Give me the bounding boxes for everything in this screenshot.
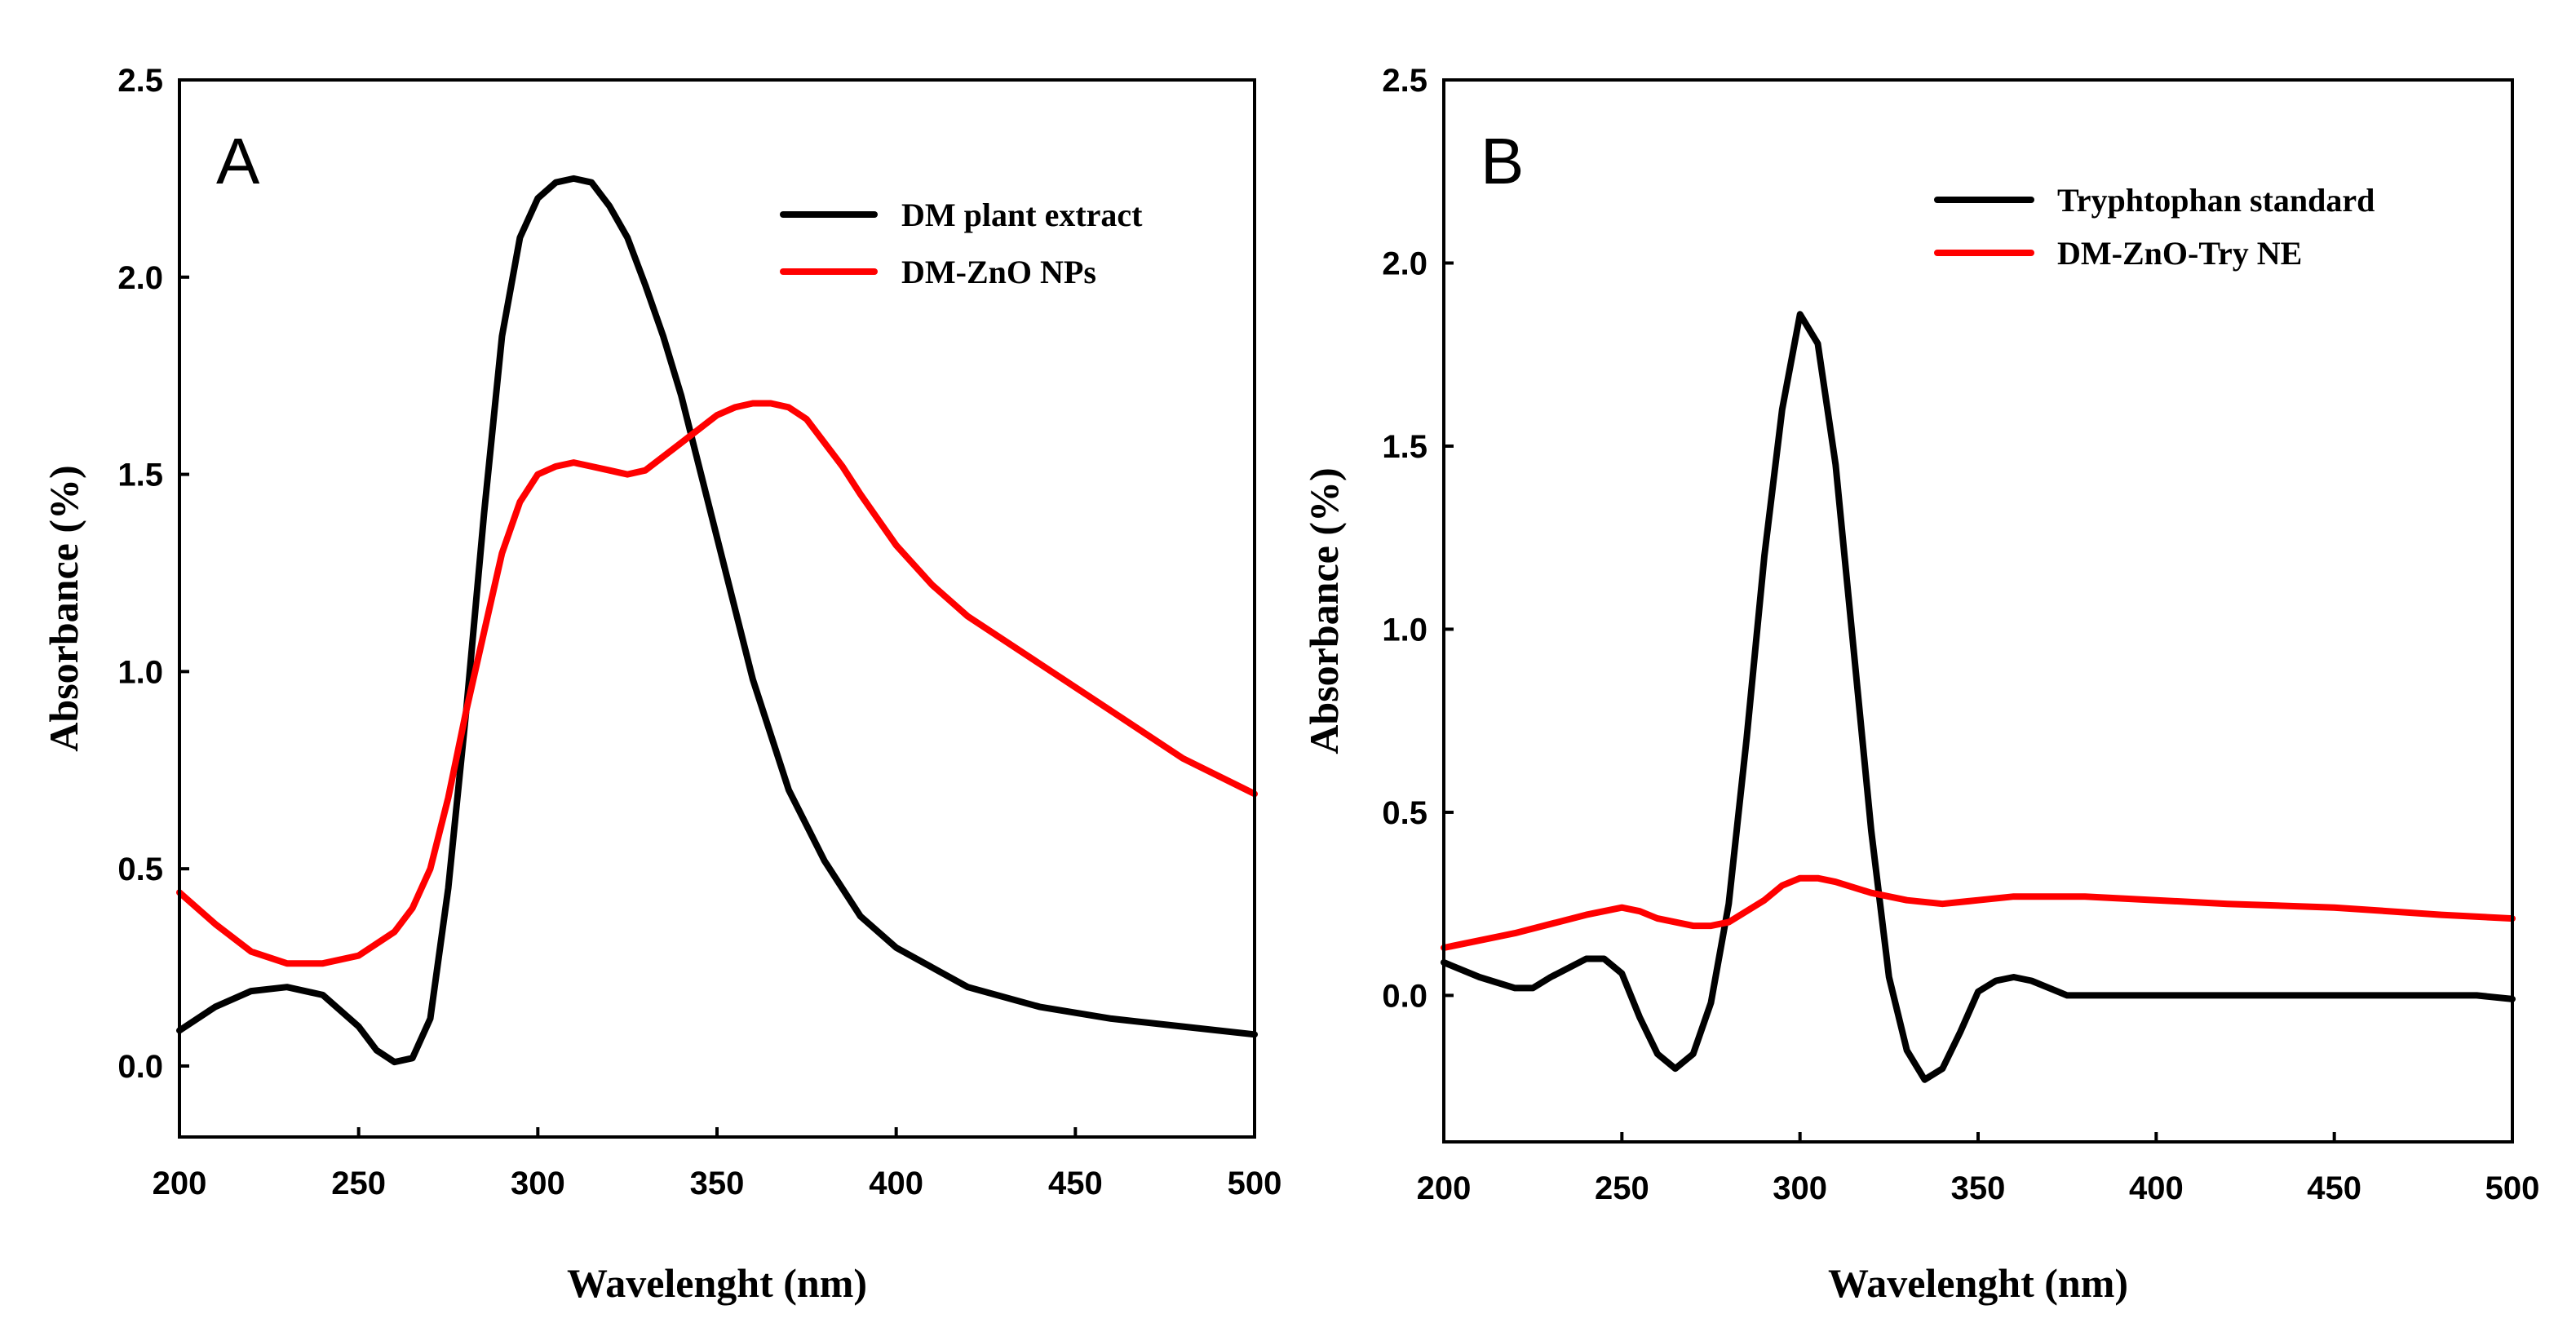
panel-a-y-tick-label: 0.5 — [117, 852, 163, 887]
panel-a-x-axis-title: Wavelenght (nm) — [567, 1260, 867, 1306]
panel-b-y-tick-label: 1.5 — [1382, 429, 1427, 465]
panel-b-y-tick-label: 1.0 — [1382, 612, 1427, 648]
panel-b-x-tick-label: 400 — [2129, 1170, 2184, 1206]
panel-b-x-tick-label: 500 — [2485, 1170, 2540, 1206]
panel-a-y-axis-title: Absorbance (%) — [41, 465, 86, 751]
panel-a-series — [176, 175, 1258, 1066]
panel-b-label: B — [1481, 125, 1524, 197]
legend-label-dm-plant-extract: DM plant extract — [901, 197, 1143, 233]
panel-a-y-tick-label: 2.0 — [117, 260, 163, 296]
panel-a-x-tick-label: 300 — [511, 1166, 565, 1201]
panel-a: A 200 250 300 350 400 450 500 0.0 0.5 1.0 1.5 2.0 2.… — [41, 63, 1281, 1306]
panel-b-y-tick-label: 0.0 — [1382, 978, 1427, 1014]
panel-a-y-tick-label: 0.0 — [117, 1049, 163, 1085]
panel-a-frame — [178, 78, 1256, 1139]
panel-b-legend: Tryphtophan standard DM-ZnO-Try NE — [1934, 182, 2375, 272]
panel-a-x-tick-label: 400 — [869, 1166, 923, 1201]
panel-a-series-dm-plant-extract — [176, 175, 1258, 1066]
panel-b-series-tryphtophan-standard — [1441, 311, 2516, 1083]
legend-label-dm-zno-try-ne: DM-ZnO-Try NE — [2057, 235, 2302, 272]
panel-b-x-tick-label: 200 — [1417, 1170, 1472, 1206]
panel-b-series-dm-zno-try-ne — [1441, 874, 2516, 951]
panel-a-x-tick-label: 200 — [153, 1166, 207, 1201]
panel-b-y-axis-title: Absorbance (%) — [1301, 467, 1347, 754]
panel-b-x-axis-title: Wavelenght (nm) — [1828, 1260, 2128, 1306]
panel-b-x-tick-label: 250 — [1595, 1170, 1649, 1206]
panel-b-y-tick-label: 0.5 — [1382, 795, 1427, 831]
panel-b-series — [1441, 311, 2516, 1083]
panel-a-x-tick-label: 250 — [331, 1166, 386, 1201]
panel-a-label: A — [216, 125, 260, 197]
legend-label-tryphtophan-standard: Tryphtophan standard — [2057, 182, 2375, 219]
panel-b-x-tick-label: 450 — [2307, 1170, 2361, 1206]
panel-b-ticks: 200 250 300 350 400 450 500 0.0 0.5 1.0 1.5 2.0 2.5 — [1382, 63, 2539, 1206]
panel-a-x-tick-label: 350 — [690, 1166, 745, 1201]
legend-label-dm-zno-nps: DM-ZnO NPs — [901, 254, 1096, 290]
panel-a-ticks: 200 250 300 350 400 450 500 0.0 0.5 1.0 1.5 2.0 2.5 — [117, 63, 1281, 1201]
panel-a-x-tick-label: 450 — [1048, 1166, 1103, 1201]
panel-b-y-tick-label: 2.0 — [1382, 246, 1427, 281]
panel-a-y-tick-label: 1.5 — [117, 458, 163, 493]
panel-a-y-tick-label: 1.0 — [117, 654, 163, 690]
panel-a-legend: DM plant extract DM-ZnO NPs — [780, 197, 1143, 290]
panel-b-frame — [1442, 78, 2514, 1144]
panel-a-series-dm-zno-nps — [176, 400, 1258, 967]
panel-b-x-tick-label: 300 — [1773, 1170, 1827, 1206]
panel-b-x-tick-label: 350 — [1951, 1170, 2006, 1206]
panel-a-y-tick-label: 2.5 — [117, 63, 163, 99]
panel-b-y-tick-label: 2.5 — [1382, 63, 1427, 99]
panel-a-x-tick-label: 500 — [1228, 1166, 1282, 1201]
panel-b: B 200 250 300 350 400 450 500 0.0 0.5 1.0 1.5 2.0 2.… — [1301, 63, 2539, 1306]
